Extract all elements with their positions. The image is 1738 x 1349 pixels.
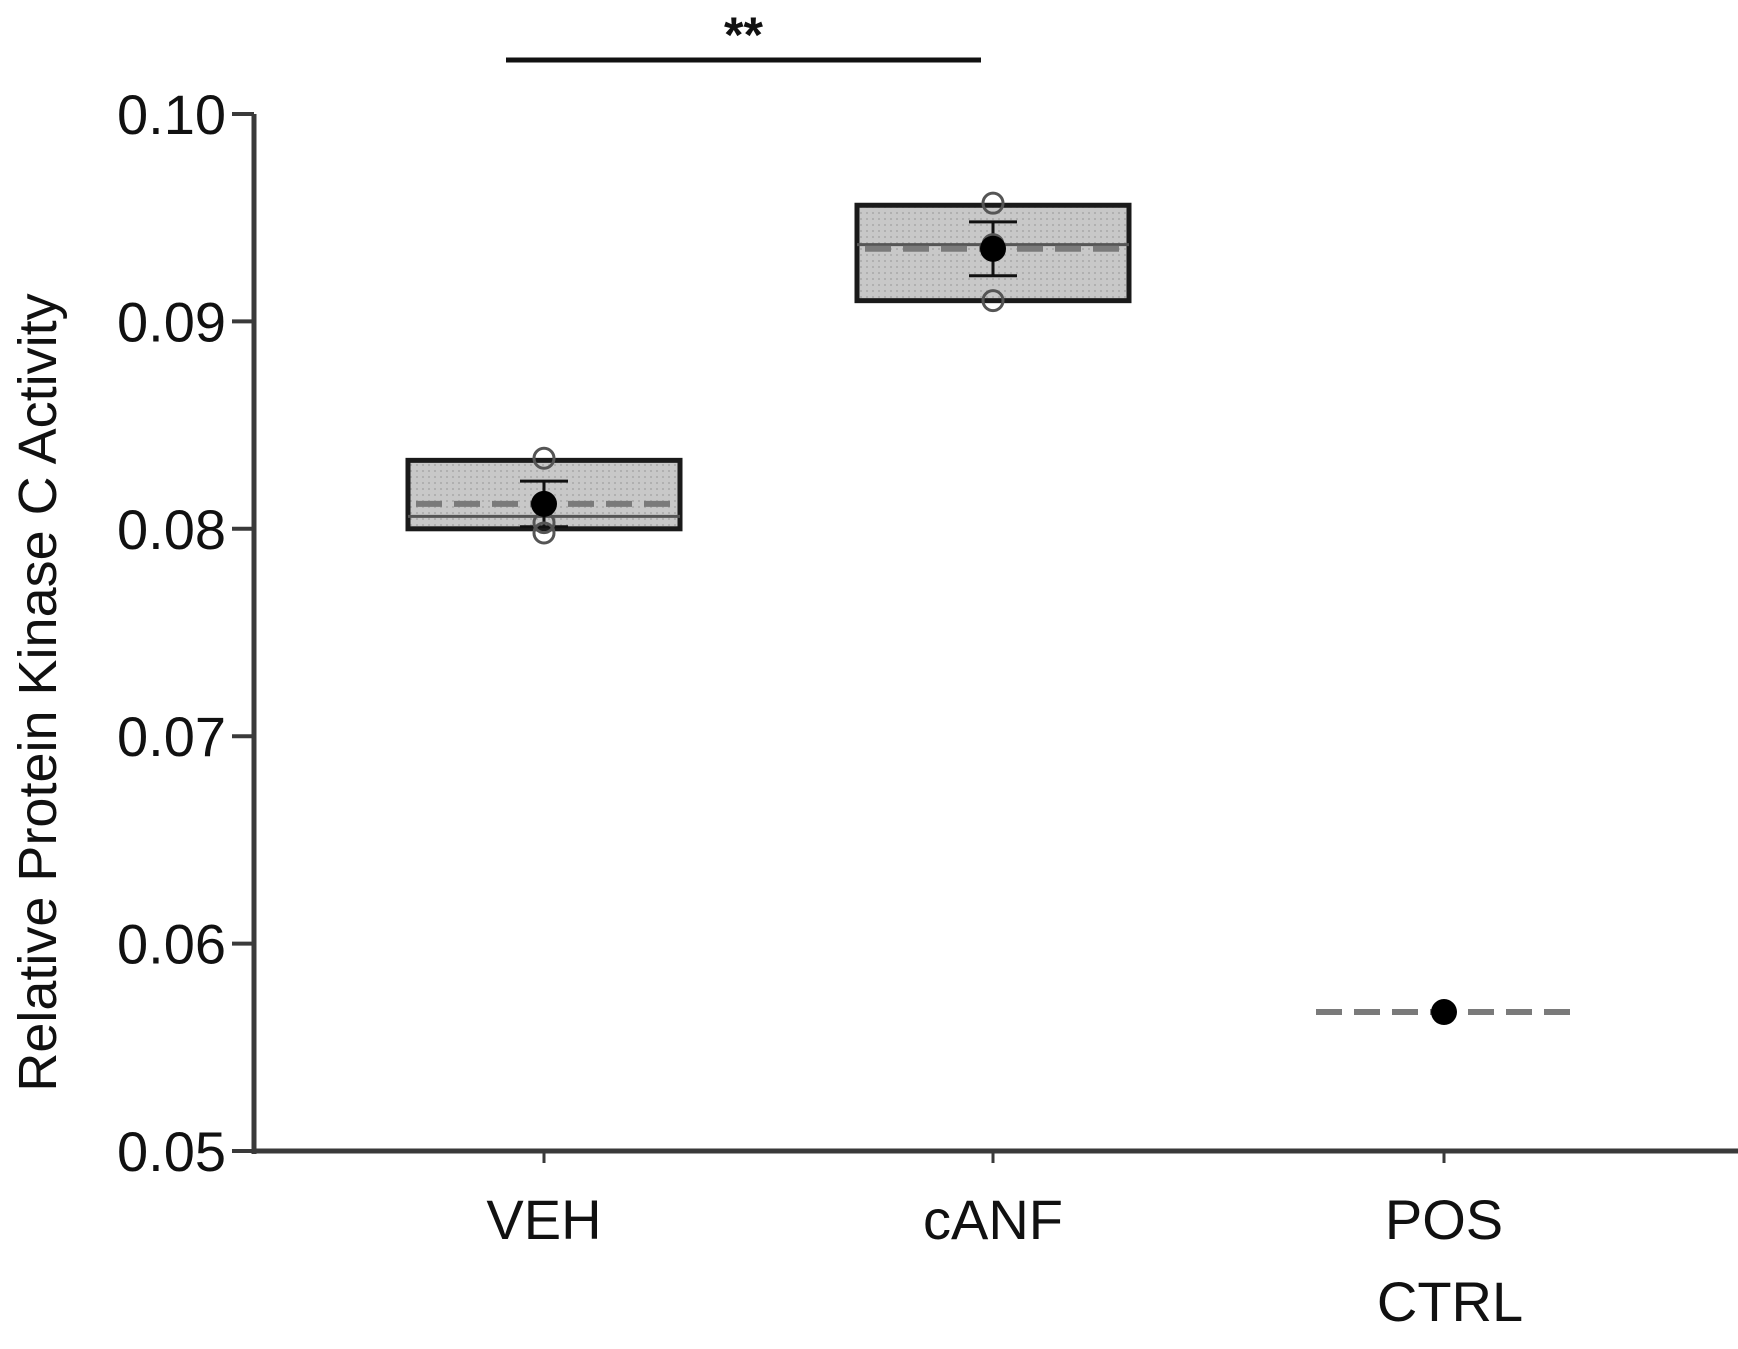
x-category-label-line2: CTRL	[1377, 1270, 1523, 1333]
y-tick-label: 0.10	[117, 83, 226, 146]
data-point	[981, 191, 1005, 215]
y-tick-label: 0.08	[117, 498, 226, 561]
significance-label: **	[724, 7, 763, 63]
axes-layer	[232, 112, 1738, 1163]
mean-marker	[1431, 999, 1457, 1026]
y-tick-label: 0.05	[117, 1120, 226, 1183]
x-category-label: cANF	[923, 1188, 1063, 1251]
y-tick-label: 0.06	[117, 913, 226, 976]
mean-marker	[531, 490, 557, 517]
data-point	[532, 446, 556, 470]
x-category-label: VEH	[486, 1188, 601, 1251]
mean-marker	[980, 235, 1006, 262]
x-category-label: POS	[1385, 1188, 1503, 1251]
plot-layer	[405, 57, 1572, 1026]
labels-layer: 0.05 0.06 0.07 0.08 0.09 0.10 Relative Protein…	[8, 7, 1523, 1333]
y-tick-label: 0.07	[117, 705, 226, 768]
data-point	[981, 289, 1005, 313]
y-axis-title: Relative Protein Kinase C Activity	[8, 293, 68, 1091]
data-point	[532, 521, 556, 545]
y-tick-label: 0.09	[117, 290, 226, 353]
